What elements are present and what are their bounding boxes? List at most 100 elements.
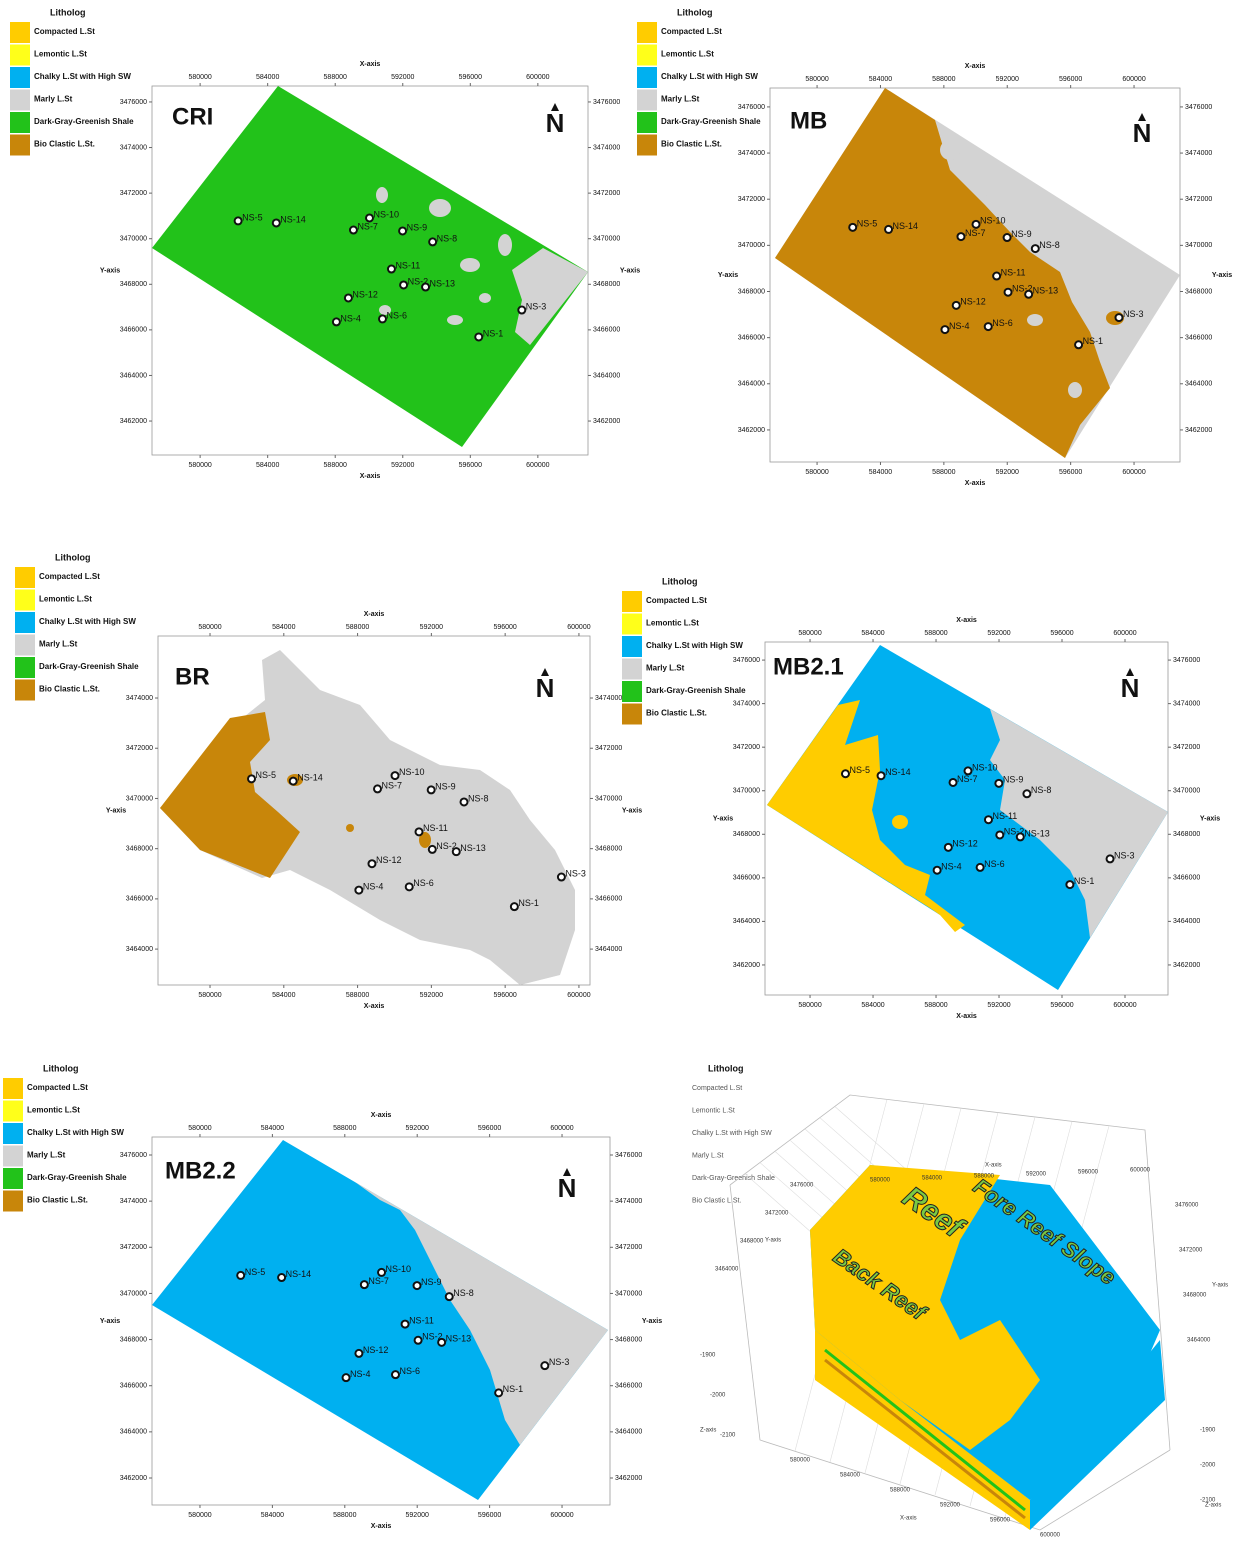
well-label: NS-3 (526, 301, 547, 311)
y-axis-label: Y-axis (1212, 1283, 1228, 1289)
x-tick-label: 600000 (550, 1125, 573, 1132)
well (343, 1374, 350, 1381)
x-tick-label: 580000 (870, 1178, 891, 1184)
y-tick-label: 3462000 (1173, 962, 1200, 969)
panel-title: CRI (172, 103, 213, 130)
y-tick-label: 3476000 (593, 99, 620, 106)
y-tick-label: 3468000 (1173, 831, 1200, 838)
y-tick-label: 3462000 (120, 1475, 147, 1482)
well (993, 273, 1000, 280)
well-label: NS-6 (992, 318, 1013, 328)
y-tick-label: 3468000 (1185, 288, 1212, 295)
legend-label: Marly L.St (646, 664, 685, 673)
well (355, 1350, 362, 1357)
y-tick-label: 3474000 (120, 144, 147, 151)
litho-patch (982, 184, 998, 196)
well-label: NS-14 (286, 1269, 312, 1279)
well (1023, 790, 1030, 797)
well (1115, 314, 1122, 321)
x-tick-label: 580000 (198, 624, 221, 631)
x-axis-label: X-axis (360, 61, 381, 68)
legend-label: Chalky L.St with High SW (692, 1130, 772, 1137)
well (400, 281, 407, 288)
x-tick-label: 584000 (272, 992, 295, 999)
legend-swatch (15, 657, 35, 678)
north-arrow: N (546, 108, 565, 138)
x-tick-label: 584000 (861, 630, 884, 637)
well (1032, 245, 1039, 252)
legend-label: Bio Clastic L.St. (27, 1196, 88, 1205)
well (248, 775, 255, 782)
legend-label: Bio Clastic L.St. (661, 140, 722, 149)
y-tick-label: 3476000 (733, 657, 760, 664)
legend-label: Bio Clastic L.St. (39, 685, 100, 694)
x-tick-label: 600000 (1130, 1168, 1151, 1174)
well (402, 1321, 409, 1328)
well (941, 326, 948, 333)
litho-patch (447, 315, 463, 325)
legend-swatch (637, 90, 657, 111)
y-tick-label: 3468000 (733, 831, 760, 838)
y-tick-label: 3470000 (595, 795, 622, 802)
well-label: NS-5 (857, 219, 878, 229)
well-label: NS-12 (352, 289, 378, 299)
x-tick-label: 580000 (805, 76, 828, 83)
legend-label: Marly L.St (27, 1151, 66, 1160)
y-tick-label: 3476000 (120, 99, 147, 106)
panel-title: MB2.1 (773, 653, 844, 680)
x-tick-label: 600000 (526, 462, 549, 469)
y-tick-label: 3462000 (615, 1475, 642, 1482)
legend-swatch (10, 22, 30, 43)
x-axis-label: X-axis (364, 611, 385, 618)
y-tick-label: 3472000 (733, 744, 760, 751)
well-label: NS-9 (1011, 229, 1032, 239)
x-tick-label: 584000 (261, 1125, 284, 1132)
x-tick-label: 592000 (996, 469, 1019, 476)
well-label: NS-7 (368, 1276, 389, 1286)
y-tick-label: 3474000 (595, 695, 622, 702)
legend-swatch (3, 1146, 23, 1167)
panel-title: MB2.2 (165, 1157, 236, 1184)
y-tick-label: 3466000 (733, 875, 760, 882)
well (388, 266, 395, 273)
y-tick-label: 3476000 (738, 104, 765, 111)
legend-swatch (622, 591, 642, 612)
well-label: NS-14 (280, 214, 306, 224)
well-label: NS-5 (256, 770, 277, 780)
legend-swatch (10, 112, 30, 133)
well-label: NS-7 (957, 774, 978, 784)
y-tick-label: 3462000 (1185, 427, 1212, 434)
x-tick-label: 588000 (890, 1488, 911, 1494)
x-tick-label: 580000 (798, 630, 821, 637)
well (973, 221, 980, 228)
well-label: NS-3 (565, 868, 586, 878)
y-tick-label: 3464000 (1173, 918, 1200, 925)
x-tick-label: 596000 (990, 1518, 1011, 1524)
x-axis-label: X-axis (965, 480, 986, 487)
x-tick-label: 592000 (420, 992, 443, 999)
x-tick-label: 592000 (940, 1503, 961, 1509)
x-tick-label: 600000 (550, 1512, 573, 1519)
well-label: NS-13 (1024, 828, 1050, 838)
well (950, 779, 957, 786)
y-tick-label: 3464000 (1185, 381, 1212, 388)
well-label: NS-1 (1083, 336, 1104, 346)
well (366, 214, 373, 221)
y-tick-label: 3464000 (615, 1429, 642, 1436)
x-tick-label: 600000 (567, 624, 590, 631)
y-tick-label: 3466000 (1185, 334, 1212, 341)
legend-label: Marly L.St (661, 95, 700, 104)
litho-patch (429, 199, 451, 217)
y-tick-label: 3464000 (593, 372, 620, 379)
y-tick-label: 3472000 (765, 1211, 789, 1217)
y-tick-label: 3466000 (120, 1383, 147, 1390)
x-tick-label: 600000 (1113, 1002, 1136, 1009)
legend-label: Dark-Gray-Greenish Shale (34, 117, 134, 126)
legend-title: Litholog (43, 1063, 79, 1073)
well (333, 318, 340, 325)
x-tick-label: 592000 (987, 1002, 1010, 1009)
y-tick-label: 3464000 (120, 1429, 147, 1436)
well-label: NS-10 (373, 209, 399, 219)
x-tick-label: 588000 (974, 1174, 995, 1180)
well-label: NS-11 (395, 260, 420, 270)
